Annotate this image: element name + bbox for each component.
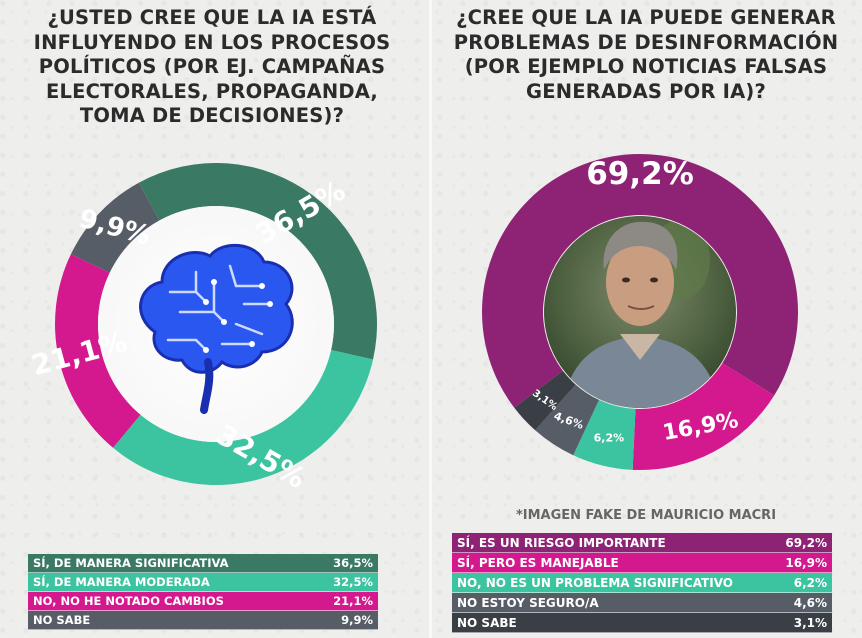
- left-slice-1: [138, 163, 377, 360]
- left-slice-4: [70, 182, 160, 273]
- right-slice-label-1: 69,2%: [586, 156, 694, 192]
- left-legend-label: SÍ, DE MANERA MODERADA: [33, 575, 210, 589]
- right-legend-row: NO ESTOY SEGURO/A 4,6%: [452, 593, 832, 613]
- right-legend-label: SÍ, PERO ES MANEJABLE: [457, 555, 619, 570]
- right-legend-label: NO, NO ES UN PROBLEMA SIGNIFICATIVO: [457, 575, 733, 590]
- left-slice-2: [113, 350, 374, 485]
- left-legend-label: NO, NO HE NOTADO CAMBIOS: [33, 594, 224, 608]
- left-question-title: ¿USTED CREE QUE LA IA ESTÁ INFLUYENDO EN…: [33, 6, 391, 127]
- right-slice-3: [573, 399, 636, 470]
- right-slice-1: [482, 154, 798, 408]
- left-legend-row: SÍ, DE MANERA MODERADA 32,5%: [28, 573, 378, 592]
- right-legend-row: NO, NO ES UN PROBLEMA SIGNIFICATIVO 6,2%: [452, 573, 832, 593]
- panel-divider: [429, 0, 432, 638]
- left-slice-3: [54, 254, 141, 448]
- right-slice-2: [632, 363, 775, 470]
- right-question-title: ¿CREE QUE LA IA PUEDE GENERAR PROBLEMAS …: [453, 6, 839, 103]
- right-legend-value: 3,1%: [793, 615, 827, 630]
- left-legend-row: NO SABE 9,9%: [28, 611, 378, 630]
- brain-circuit-icon: [139, 243, 294, 414]
- left-legend-table: SÍ, DE MANERA SIGNIFICATIVA 36,5% SÍ, DE M…: [28, 554, 378, 630]
- right-legend-table: SÍ, ES UN RIESGO IMPORTANTE 69,2% SÍ, PERO…: [452, 533, 832, 633]
- left-donut: [54, 163, 377, 485]
- right-legend-value: 4,6%: [793, 595, 827, 610]
- left-legend-row: NO, NO HE NOTADO CAMBIOS 21,1%: [28, 592, 378, 611]
- right-legend-row: SÍ, PERO ES MANEJABLE 16,9%: [452, 553, 832, 573]
- left-legend-value: 21,1%: [333, 594, 373, 608]
- right-slice-5: [514, 370, 576, 431]
- right-legend-value: 6,2%: [793, 575, 827, 590]
- left-legend-row: SÍ, DE MANERA SIGNIFICATIVA 36,5%: [28, 554, 378, 573]
- right-donut: [482, 154, 798, 470]
- right-slice-4: [535, 384, 600, 456]
- left-legend-value: 9,9%: [341, 613, 373, 627]
- right-slice-label-3: 6,2%: [594, 432, 625, 445]
- fake-image-note: *IMAGEN FAKE DE MAURICIO MACRI: [515, 508, 777, 523]
- right-legend-value: 16,9%: [785, 555, 827, 570]
- left-legend-value: 36,5%: [333, 556, 373, 570]
- right-legend-row: NO SABE 3,1%: [452, 613, 832, 633]
- left-legend-value: 32,5%: [333, 575, 373, 589]
- right-legend-label: NO SABE: [457, 615, 517, 630]
- left-legend-label: SÍ, DE MANERA SIGNIFICATIVA: [33, 556, 229, 570]
- right-legend-label: NO ESTOY SEGURO/A: [457, 595, 599, 610]
- right-legend-value: 69,2%: [785, 535, 827, 550]
- left-legend-label: NO SABE: [33, 613, 91, 627]
- right-legend-label: SÍ, ES UN RIESGO IMPORTANTE: [457, 535, 666, 550]
- right-legend-row: SÍ, ES UN RIESGO IMPORTANTE 69,2%: [452, 533, 832, 553]
